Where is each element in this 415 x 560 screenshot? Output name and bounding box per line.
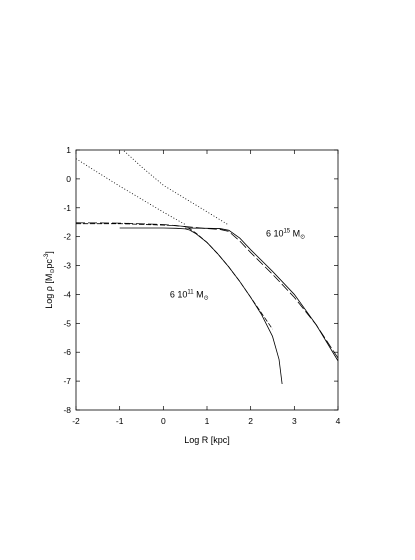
y-tick-label: 1: [66, 145, 71, 155]
y-axis-label: Log ρ [M⊙pc-3]: [44, 251, 56, 309]
y-tick-label: -4: [63, 289, 71, 299]
x-tick-label: 1: [205, 416, 210, 426]
axis-ticks: -2 -1 0 1 2 3 4 1 0 -1 -2 -3 -4 -5 -6 -7 -8: [63, 145, 340, 426]
x-tick-label: -1: [116, 416, 124, 426]
plot-frame: [75, 149, 339, 411]
annotation-high-mass: 6 1015 M⊙: [266, 229, 305, 241]
y-tick-label: -1: [63, 203, 71, 213]
x-tick-label: 3: [292, 416, 297, 426]
series-line-1: [75, 158, 186, 225]
series-lines: [75, 150, 339, 385]
series-line-2: [123, 150, 230, 226]
annotation-low-mass: 6 1011 M⊙: [170, 289, 209, 301]
series-line-3: [76, 223, 273, 330]
series-line-5: [75, 222, 339, 359]
y-tick-label: -7: [63, 376, 71, 386]
axis-labels: Log R [kpc] Log ρ [M⊙pc-3]: [44, 251, 230, 445]
series-line-6: [185, 227, 339, 362]
x-tick-label: 0: [161, 416, 166, 426]
x-axis-label: Log R [kpc]: [184, 435, 230, 445]
x-tick-label: 4: [336, 416, 341, 426]
y-tick-label: -3: [63, 261, 71, 271]
x-tick-label: 2: [248, 416, 253, 426]
annotations: 6 1015 M⊙ 6 1011 M⊙: [170, 229, 305, 302]
y-tick-label: -2: [63, 232, 71, 242]
y-tick-label: -6: [63, 347, 71, 357]
y-tick-label: 0: [66, 174, 71, 184]
y-tick-label: -8: [63, 405, 71, 415]
series-line-4: [119, 227, 283, 385]
y-tick-label: -5: [63, 318, 71, 328]
x-tick-label: -2: [72, 416, 80, 426]
